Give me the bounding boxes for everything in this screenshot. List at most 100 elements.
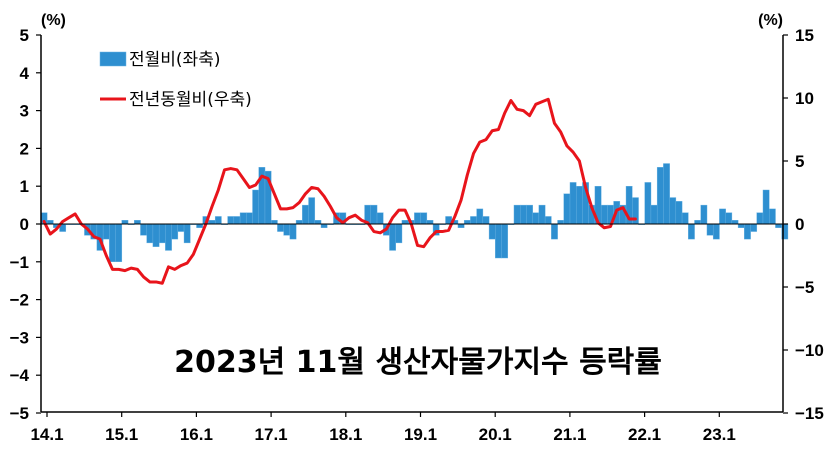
left-tick-label: 1 (20, 177, 29, 196)
bar (314, 220, 322, 225)
bar (196, 223, 203, 228)
bar (134, 220, 141, 225)
bar (308, 197, 316, 225)
bar (389, 223, 396, 251)
bar (688, 223, 695, 240)
bar (463, 220, 471, 225)
bar (656, 167, 664, 225)
bar (750, 223, 758, 232)
legend-bar-label: 전월비(좌축) (129, 50, 220, 70)
bar (663, 163, 670, 225)
bar (762, 189, 770, 225)
left-tick-label: 4 (20, 64, 30, 83)
bar (239, 212, 247, 225)
x-tick-label: 23.1 (703, 425, 736, 444)
x-tick-label: 22.1 (628, 425, 661, 444)
bar-series (40, 163, 789, 262)
bar (576, 185, 583, 225)
bar (563, 193, 571, 225)
right-axis-unit: (%) (758, 12, 783, 29)
bar (737, 223, 745, 228)
bar (246, 212, 253, 225)
bar (283, 223, 291, 236)
left-tick-label: 2 (20, 139, 29, 158)
bar (227, 216, 235, 225)
x-tick-label: 14.1 (30, 425, 63, 444)
bar (208, 220, 216, 225)
bar (252, 189, 260, 225)
bar (769, 208, 776, 225)
left-tick-label: −3 (10, 328, 29, 347)
bar (775, 223, 782, 228)
bar (302, 204, 309, 225)
bar (289, 223, 297, 240)
right-tick-label: 0 (795, 215, 804, 234)
left-tick-label: 3 (20, 102, 29, 121)
bar (712, 223, 720, 240)
bar (233, 216, 241, 225)
bar (140, 223, 147, 236)
bar (532, 212, 540, 225)
bar (270, 220, 278, 225)
left-tick-label: −1 (10, 253, 29, 272)
x-tick-label: 18.1 (329, 425, 362, 444)
bar (426, 220, 434, 225)
bar (538, 204, 546, 225)
right-tick-label: 5 (795, 152, 804, 171)
legend: 전월비(좌축) 전년동월비(우축) (99, 50, 252, 110)
bar (526, 204, 533, 225)
bar (706, 223, 714, 236)
left-tick-label: −2 (10, 291, 29, 310)
legend-line-label: 전년동월비(우축) (129, 90, 252, 110)
right-tick-label: −10 (795, 341, 824, 360)
bar (295, 220, 303, 225)
legend-bar-swatch (99, 51, 127, 67)
bar (544, 216, 552, 225)
x-tick-label: 21.1 (553, 425, 586, 444)
bar (177, 223, 185, 232)
bar (395, 223, 403, 244)
x-tick-label: 17.1 (255, 425, 288, 444)
bar (370, 204, 378, 225)
left-axis-unit: (%) (41, 12, 66, 29)
bar (495, 223, 502, 259)
bar (165, 223, 172, 251)
bar (115, 223, 123, 262)
bar (700, 204, 708, 225)
bar (277, 223, 284, 232)
x-tick-label: 20.1 (479, 425, 512, 444)
bar (376, 212, 384, 225)
left-tick-label: 0 (20, 215, 29, 234)
yoy-line (42, 97, 637, 285)
bar (725, 212, 733, 225)
bar (476, 208, 484, 225)
bar (551, 223, 558, 240)
bar (109, 223, 116, 262)
bar (557, 220, 565, 225)
bar (501, 223, 509, 259)
left-tick-label: 5 (20, 26, 29, 45)
bar (513, 204, 521, 225)
bar (414, 212, 421, 225)
bar (694, 220, 702, 225)
bar (600, 204, 608, 225)
bar (146, 223, 154, 244)
right-tick-label: −5 (795, 278, 814, 297)
bar (744, 223, 751, 240)
bar (171, 223, 179, 240)
bar (214, 216, 222, 225)
bar (681, 212, 689, 225)
left-tick-label: −4 (10, 366, 30, 385)
bar (675, 201, 683, 225)
bar (669, 197, 677, 225)
bar (401, 220, 409, 225)
x-tick-label: 19.1 (404, 425, 437, 444)
left-tick-label: −5 (10, 404, 29, 423)
x-tick-label: 16.1 (180, 425, 213, 444)
right-tick-label: 15 (795, 26, 814, 45)
x-tick-label: 15.1 (105, 425, 138, 444)
bar (644, 182, 652, 225)
bar (569, 182, 577, 225)
